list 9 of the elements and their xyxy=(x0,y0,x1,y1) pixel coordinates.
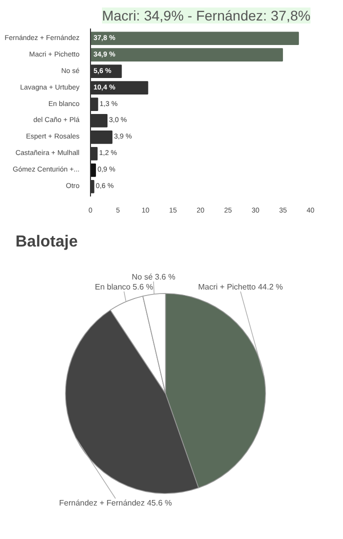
chart-title: Balotaje xyxy=(16,234,78,250)
slice-label: En blanco 5.6 % xyxy=(94,282,154,292)
slice-label: No sé 3.6 % xyxy=(132,272,176,282)
slice-label: Macri + Pichetto 44.2 % xyxy=(198,282,283,292)
chart-subtitle: Macri: 34,9% - Fernández: 37,8% xyxy=(102,8,311,24)
bar xyxy=(90,48,283,62)
slice-label: Fernández + Fernández 45.6 % xyxy=(59,498,172,508)
bar xyxy=(90,163,96,177)
bar xyxy=(90,32,299,46)
